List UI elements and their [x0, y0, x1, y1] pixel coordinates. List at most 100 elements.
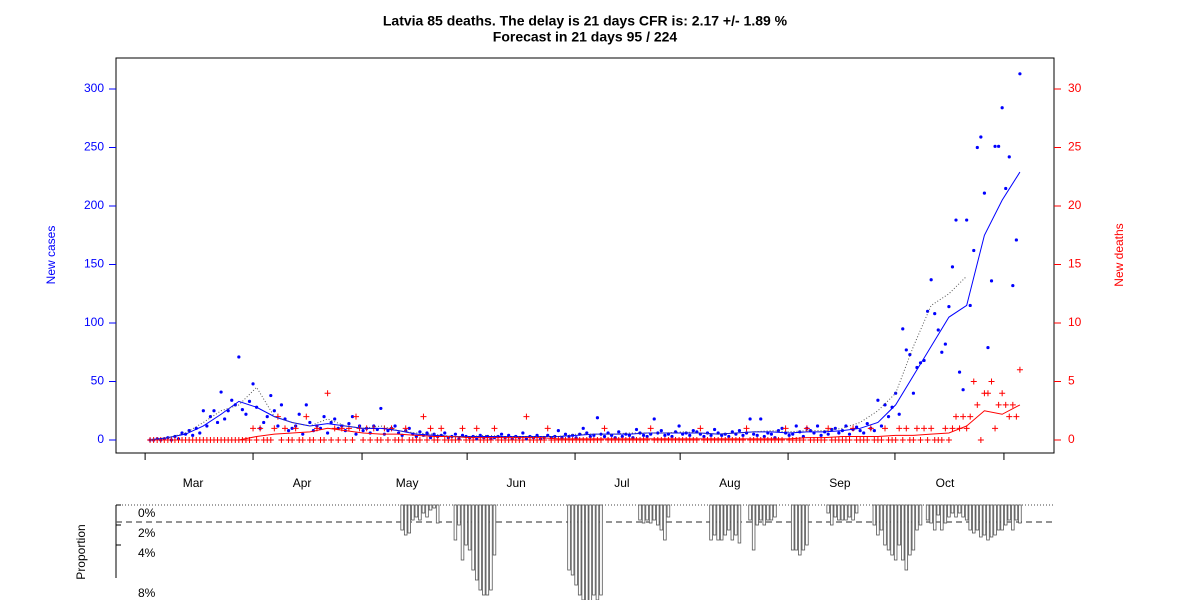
death-point [977, 437, 984, 444]
death-point [924, 437, 931, 444]
proportion-bar [890, 504, 894, 556]
death-point [974, 401, 981, 408]
case-point [279, 403, 284, 407]
case-point [769, 432, 773, 436]
proportion-bar [790, 504, 795, 551]
case-point [272, 409, 276, 413]
death-point [402, 425, 409, 432]
proportion-bar [599, 504, 603, 596]
case-point [720, 433, 724, 437]
case-point [588, 434, 592, 439]
death-point [988, 378, 995, 385]
death-point [303, 413, 310, 420]
death-point [970, 378, 977, 385]
proportion-bar [947, 504, 951, 518]
proportion-bar [1003, 504, 1008, 526]
case-point [755, 433, 759, 437]
case-point [847, 432, 852, 436]
y-tick-label: 150 [84, 257, 104, 271]
case-point [322, 415, 326, 419]
proportion-bar [432, 504, 436, 509]
death-point [1016, 366, 1023, 373]
proportion-bar [457, 504, 461, 526]
case-point [883, 403, 887, 407]
proportion-bar [833, 504, 838, 518]
death-point [1006, 413, 1013, 420]
case-point [748, 417, 752, 421]
case-point [709, 433, 713, 437]
y-tick-label: 100 [84, 315, 104, 329]
death-point [1013, 413, 1020, 420]
death-point [999, 390, 1006, 397]
proportion-bar [798, 504, 802, 556]
death-point [953, 413, 960, 420]
y2-tick-label: 25 [1068, 140, 1082, 154]
death-point [544, 425, 551, 432]
proportion-bar [840, 504, 845, 521]
death-point [349, 437, 356, 444]
case-point [304, 403, 308, 407]
death-point [399, 437, 406, 444]
case-point [865, 422, 869, 426]
death-point [491, 425, 498, 432]
case-point [947, 305, 951, 309]
case-point [290, 426, 294, 430]
x-tick-label: May [396, 476, 419, 490]
proportion-bar [915, 504, 919, 531]
death-point [743, 425, 750, 432]
case-point [269, 393, 273, 398]
proportion-bar [925, 504, 930, 521]
proportion-bar [794, 504, 798, 551]
case-point [499, 432, 504, 436]
case-point [191, 433, 195, 437]
case-point [620, 434, 624, 439]
case-point [826, 432, 830, 436]
case-point [301, 432, 305, 436]
death-point [867, 425, 874, 432]
death-point [864, 437, 871, 444]
case-point [428, 436, 433, 440]
death-point [910, 437, 917, 444]
proportion-axis-title: Proportion [74, 524, 88, 579]
case-point [762, 434, 766, 439]
proportion-bar [830, 504, 834, 526]
case-point [418, 430, 422, 434]
proportion-bar [854, 504, 859, 514]
death-point [459, 425, 466, 432]
case-point [872, 429, 876, 433]
x-tick-label: Jul [614, 476, 629, 490]
death-point [523, 413, 530, 420]
death-point [278, 437, 285, 444]
proportion-bar [421, 504, 426, 514]
case-point [950, 265, 955, 269]
case-point [212, 409, 216, 413]
death-point [850, 425, 857, 432]
proportion-bar [712, 504, 717, 536]
proportion-bar [1011, 504, 1015, 531]
death-point [903, 425, 910, 432]
case-point [251, 382, 255, 386]
death-point [253, 437, 260, 444]
proportion-bar [418, 504, 422, 521]
case-point [453, 432, 458, 436]
proportion-bar [929, 504, 933, 524]
proportion-bar [964, 504, 969, 521]
death-point [420, 413, 427, 420]
case-point [691, 429, 695, 433]
proportion-bar [1007, 504, 1011, 521]
case-point [965, 218, 969, 222]
death-point [942, 425, 949, 432]
proportion-bar [727, 504, 731, 531]
proportion-bar [489, 504, 493, 591]
proportion-bar [648, 504, 653, 524]
case-point [215, 420, 220, 425]
case-point [979, 135, 983, 139]
case-point [326, 431, 330, 435]
x-tick-label: Mar [183, 476, 204, 490]
death-point [455, 437, 462, 444]
smoothed-line [150, 404, 1021, 441]
case-point [237, 355, 241, 359]
proportion-bar [847, 504, 852, 518]
case-point [443, 431, 447, 435]
proportion-bar [588, 504, 593, 600]
